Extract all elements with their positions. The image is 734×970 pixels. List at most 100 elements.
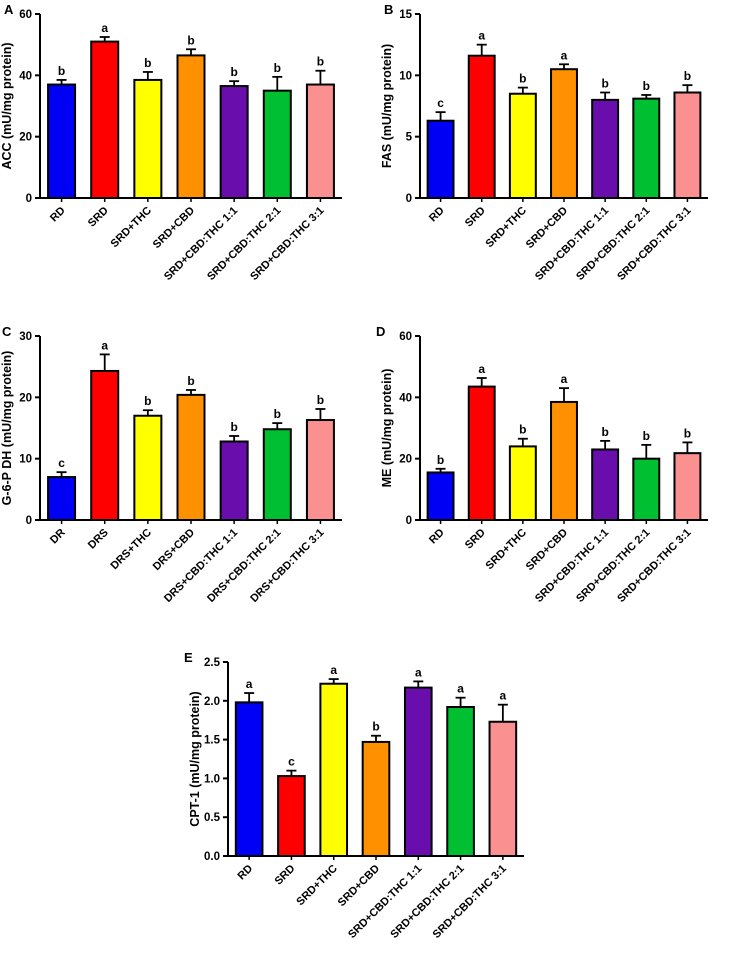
- bar-SRD+CBD:THC 2:1: [446, 706, 475, 858]
- y-axis-title: G-6-P DH (mU/mg protein): [0, 351, 14, 506]
- bar-SRD: [467, 54, 496, 199]
- sig-letter: b: [144, 56, 151, 70]
- y-tick-label: 40: [19, 70, 32, 82]
- y-tick-label: 60: [399, 331, 412, 343]
- sig-letter: b: [684, 426, 691, 440]
- panel-letter: A: [4, 2, 14, 17]
- bar-SRD+CBD:THC 2:1: [632, 97, 661, 199]
- sig-letter: b: [601, 77, 608, 91]
- y-tick-label: 30: [19, 331, 32, 343]
- x-tick-label: SRD+THC: [484, 527, 529, 572]
- x-tick-label: SRD+CBD:THC 2:1: [574, 527, 652, 605]
- y-tick-label: 2.0: [204, 696, 220, 708]
- y-tick-label: 0: [26, 193, 32, 205]
- sig-letter: a: [500, 689, 507, 703]
- sig-letter: b: [274, 407, 281, 421]
- x-tick-label: DRS+CBD:THC 1:1: [162, 527, 240, 605]
- chart-canvas-A: A ACC (mU/mg protein) 0 20 40 60 b RD a SRD b SRD+T…: [0, 2, 342, 283]
- x-tick-label: DRS+CBD:THC 2:1: [205, 527, 283, 605]
- x-tick-label: DRS+THC: [109, 527, 154, 572]
- y-tick-label: 20: [399, 454, 412, 466]
- bar-DRS+CBD: [176, 393, 206, 521]
- sig-letter: b: [230, 65, 237, 79]
- x-tick-label: SRD+CBD:THC 2:1: [388, 863, 466, 941]
- sig-letter: b: [58, 64, 65, 78]
- bar-SRD+CBD: [176, 54, 206, 200]
- bar-SRD+CBD:THC 3:1: [673, 452, 702, 521]
- sig-letter: a: [101, 21, 108, 35]
- sig-letter: b: [684, 69, 691, 83]
- panel-C: C G-6-P DH (mU/mg protein) 0 10 20 30 c DR a DRS b…: [0, 322, 366, 648]
- sig-letter: a: [415, 665, 422, 679]
- y-tick-label: 2.5: [204, 657, 221, 669]
- chart-canvas-D: D ME (mU/mg protein) 0 20 40 60 b RD a SRD b SRD+TH…: [376, 324, 708, 605]
- x-tick-label: SRD+CBD:THC 3:1: [615, 527, 693, 605]
- sig-letter: b: [643, 79, 650, 93]
- bar-SRD+CBD:THC 3:1: [673, 91, 702, 199]
- panel-E: E CPT-1 (mU/mg protein) 0.0 0.5 1.0 1.5 2.0 2.5…: [172, 650, 570, 970]
- sig-letter: a: [478, 29, 485, 43]
- chart-canvas-E: E CPT-1 (mU/mg protein) 0.0 0.5 1.0 1.5 2.0 2.5…: [184, 650, 524, 941]
- bar-DRS+CBD:THC 2:1: [262, 428, 292, 521]
- x-tick-label: RD: [48, 205, 68, 225]
- sig-letter: b: [317, 55, 324, 69]
- bar-SRD+THC: [319, 682, 349, 858]
- y-tick-label: 0.0: [204, 851, 220, 863]
- bar-SRD+CBD: [361, 740, 391, 857]
- bar-SRD+THC: [133, 78, 163, 199]
- sig-letter: a: [457, 682, 464, 696]
- sig-letter: a: [561, 372, 568, 386]
- sig-letter: b: [643, 429, 650, 443]
- bar-SRD+THC: [508, 92, 537, 199]
- y-tick-label: 10: [399, 70, 412, 82]
- y-axis-title: ACC (mU/mg protein): [0, 42, 14, 169]
- sig-letter: c: [288, 755, 295, 769]
- bar-RD: [426, 119, 455, 199]
- bar-SRD+CBD:THC 2:1: [632, 457, 661, 522]
- sig-letter: b: [187, 374, 194, 388]
- bar-SRD+CBD:THC 1:1: [219, 85, 249, 199]
- x-tick-label: RD: [427, 527, 447, 547]
- sig-letter: c: [437, 96, 444, 110]
- y-axis-title: ME (mU/mg protein): [380, 369, 394, 488]
- bar-SRD+CBD:THC 1:1: [591, 448, 620, 521]
- sig-letter: a: [246, 677, 253, 691]
- bar-SRD+CBD:THC 2:1: [262, 89, 292, 199]
- y-tick-label: 15: [399, 9, 412, 21]
- y-axis-title: CPT-1 (mU/mg protein): [188, 691, 202, 826]
- y-axis-title: FAS (mU/mg protein): [380, 44, 394, 168]
- sig-letter: a: [101, 338, 108, 352]
- x-tick-label: SRD+THC: [109, 205, 154, 250]
- sig-letter: c: [58, 456, 65, 470]
- y-tick-label: 0: [406, 193, 412, 205]
- panel-letter: E: [184, 650, 193, 665]
- bar-SRD+CBD:THC 1:1: [403, 686, 433, 857]
- x-tick-label: SRD+CBD:THC 1:1: [533, 205, 611, 283]
- bar-RD: [426, 471, 455, 521]
- sig-letter: b: [519, 72, 526, 86]
- x-tick-label: DR: [48, 527, 68, 547]
- x-tick-label: RD: [427, 205, 447, 225]
- y-tick-label: 1.5: [204, 735, 221, 747]
- bar-SRD: [277, 775, 306, 857]
- x-tick-label: SRD+CBD:THC 3:1: [248, 205, 326, 283]
- x-tick-label: DRS+CBD:THC 3:1: [248, 527, 326, 605]
- sig-letter: b: [144, 394, 151, 408]
- panel-B: B FAS (mU/mg protein) 0 5 10 15 c RD a SRD b SRD+TH…: [368, 0, 734, 320]
- y-tick-label: 60: [19, 9, 32, 21]
- x-tick-label: SRD+CBD:THC 1:1: [162, 205, 240, 283]
- x-tick-label: SRD+CBD:THC 3:1: [615, 205, 693, 283]
- x-tick-label: SRD+CBD:THC 1:1: [346, 863, 424, 941]
- x-tick-label: SRD+CBD:THC 2:1: [574, 205, 652, 283]
- y-tick-label: 10: [19, 454, 32, 466]
- bar-DRS+CBD:THC 1:1: [219, 440, 249, 521]
- bar-DRS+THC: [133, 414, 163, 521]
- x-tick-label: SRD+THC: [294, 863, 339, 908]
- panel-A: A ACC (mU/mg protein) 0 20 40 60 b RD a SRD b SRD+T…: [0, 0, 366, 320]
- y-tick-label: 5: [406, 132, 413, 144]
- sig-letter: b: [317, 393, 324, 407]
- bar-DRS: [90, 369, 120, 521]
- bar-SRD+CBD: [550, 400, 578, 521]
- panel-letter: D: [376, 324, 385, 339]
